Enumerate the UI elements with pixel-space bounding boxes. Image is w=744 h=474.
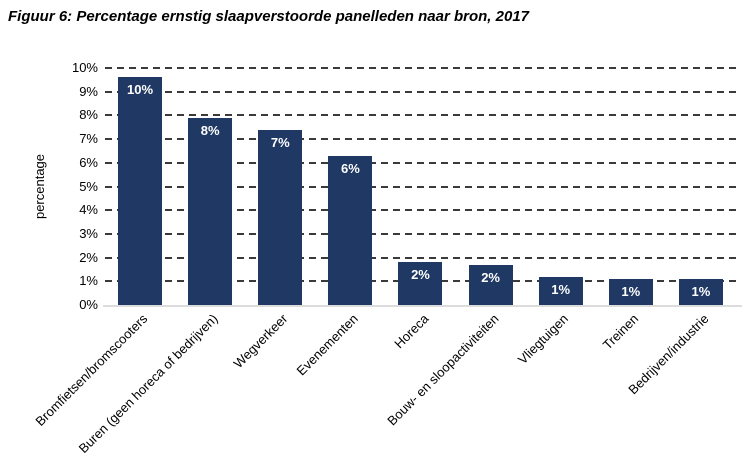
y-tick-label: 10% xyxy=(71,60,98,75)
bar: 7% xyxy=(258,130,303,305)
bar: 1% xyxy=(608,279,653,305)
gridline xyxy=(105,161,736,164)
x-axis-label: Buren (geen horeca of bedrijven) xyxy=(75,311,221,457)
bar: 8% xyxy=(188,118,233,305)
figure-title: Figuur 6: Percentage ernstig slaapversto… xyxy=(8,8,530,25)
bar-slot: 7% xyxy=(245,68,315,305)
x-axis-label: Bromfietsen/bromscooters xyxy=(32,311,151,429)
bar: 2% xyxy=(398,262,443,305)
y-tick-label: 6% xyxy=(79,154,98,170)
bar: 1% xyxy=(678,279,723,305)
plot-area: 10% 8% 7% 6% 2% 2% 1% 1% 1% xyxy=(103,67,742,307)
bar-value-label: 2% xyxy=(481,270,500,285)
bar-value-label: 8% xyxy=(200,123,220,138)
gridline xyxy=(105,185,736,188)
gridline xyxy=(105,67,736,69)
y-tick-label: 9% xyxy=(79,83,98,99)
bar-series: 10% 8% 7% 6% 2% 2% 1% 1% 1% xyxy=(105,68,736,305)
bar: 6% xyxy=(328,156,373,305)
x-axis-label: Treinen xyxy=(600,311,642,353)
y-tick-label: 3% xyxy=(79,225,98,241)
gridline xyxy=(105,256,736,259)
bar-value-label: 7% xyxy=(270,135,290,150)
bar-slot: 8% xyxy=(175,68,245,305)
bar-slot: 2% xyxy=(456,68,526,305)
x-axis-label: Wegverkeer xyxy=(230,311,291,371)
y-tick-label: 4% xyxy=(79,202,98,218)
y-tick-label: 8% xyxy=(79,107,98,123)
y-tick-label: 0% xyxy=(79,297,98,312)
bar-slot: 2% xyxy=(385,68,455,305)
bar-slot: 10% xyxy=(105,68,175,305)
bar-value-label: 6% xyxy=(340,161,360,176)
bar: 10% xyxy=(118,77,163,305)
bar-value-label: 2% xyxy=(411,267,430,282)
x-axis-label: Horeca xyxy=(390,311,432,352)
gridline xyxy=(105,232,736,235)
bar: 1% xyxy=(538,277,583,305)
y-tick-label: 1% xyxy=(79,273,98,289)
y-tick-label: 2% xyxy=(79,249,98,265)
gridline xyxy=(105,90,736,93)
bar: 2% xyxy=(468,265,513,305)
gridline xyxy=(105,114,736,117)
x-axis-line xyxy=(103,305,742,307)
bar-value-label: 10% xyxy=(127,82,154,97)
bar-slot: 1% xyxy=(526,68,596,305)
bar-slot: 6% xyxy=(315,68,385,305)
bar-value-label: 1% xyxy=(621,284,641,299)
bar-slot: 1% xyxy=(596,68,666,305)
x-axis-label: Evenementen xyxy=(293,311,361,379)
gridline xyxy=(105,209,736,212)
x-axis-label: Vliegtuigen xyxy=(515,311,572,368)
bar-slot: 1% xyxy=(666,68,736,305)
y-tick-label: 5% xyxy=(79,178,98,194)
gridline xyxy=(105,138,736,141)
y-tick-label: 7% xyxy=(79,131,98,147)
bar-value-label: 1% xyxy=(551,282,571,297)
bar-value-label: 1% xyxy=(691,284,711,299)
